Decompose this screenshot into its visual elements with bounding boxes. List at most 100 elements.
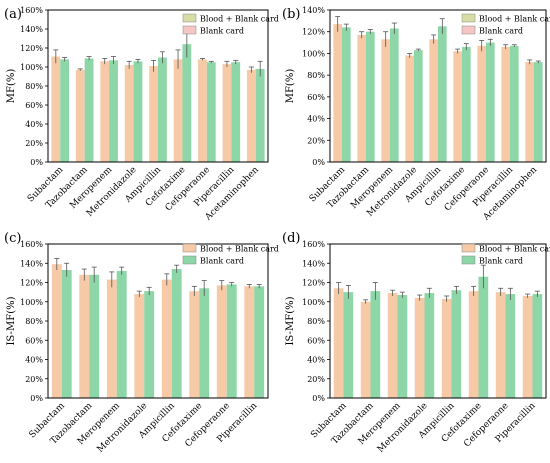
- bar-blood-blank-card: [381, 39, 390, 162]
- bar-blank-card: [438, 26, 447, 162]
- bar-blood-blank-card: [387, 293, 398, 398]
- y-tick-label: 140%: [302, 259, 325, 268]
- y-tick-label: 80%: [307, 317, 325, 326]
- chart-panel-1: (a)0%20%40%60%80%100%120%140%160%MF(%)Su…: [4, 6, 279, 223]
- bar-blank-card: [390, 28, 399, 163]
- y-tick-label: 120%: [302, 279, 325, 288]
- y-tick-label: 160%: [302, 240, 325, 249]
- y-tick-label: 60%: [25, 101, 43, 110]
- y-tick-label: 0%: [312, 158, 325, 167]
- bar-blood-blank-card: [357, 34, 366, 162]
- bar-blood-blank-card: [429, 39, 438, 162]
- x-tick-label: Metronidazole: [96, 401, 150, 455]
- chart-panel-2: (b)0%20%40%60%80%100%120%140%MF(%)Subact…: [282, 6, 550, 223]
- y-tick-label: 100%: [20, 63, 43, 72]
- y-tick-label: 160%: [20, 6, 43, 15]
- panel-label: (a): [4, 7, 22, 22]
- y-tick-label: 20%: [307, 375, 325, 384]
- bar-blank-card: [84, 58, 94, 163]
- legend-swatch: [461, 13, 476, 23]
- chart-panel-3: (c) 0% 20% 40% 60% 80% 100% 120% 140% 160% IS-MF(%…: [4, 231, 279, 455]
- bar-blood-blank-card: [333, 24, 342, 162]
- bar-blood-blank-card: [495, 292, 506, 398]
- bar-blood-blank-card: [198, 59, 207, 162]
- legend-label: Blank card: [200, 257, 244, 266]
- y-tick-label: 80%: [307, 71, 325, 80]
- bar-blank-card: [397, 295, 408, 398]
- bar-blood-blank-card: [106, 279, 117, 398]
- bar-blank-card: [343, 292, 354, 398]
- bar-blank-card: [486, 42, 495, 163]
- bar-blank-card: [182, 44, 192, 163]
- legend-label: Blood + Blank card: [479, 15, 550, 24]
- y-tick-label: 120%: [20, 279, 43, 288]
- bar-blood-blank-card: [222, 64, 232, 162]
- bar-blank-card: [254, 286, 265, 398]
- bar-blank-card: [144, 291, 155, 398]
- legend-swatch: [461, 243, 476, 253]
- bar-blood-blank-card: [333, 288, 344, 398]
- y-tick-label: 120%: [302, 28, 325, 37]
- legend-swatch: [461, 25, 476, 35]
- bar-blood-blank-card: [79, 274, 90, 398]
- bar-blank-card: [370, 291, 381, 398]
- bar-blood-blank-card: [189, 291, 200, 398]
- y-tick-label: 60%: [25, 336, 43, 345]
- bar-blood-blank-card: [134, 294, 145, 398]
- legend-swatch: [182, 13, 197, 23]
- y-axis-title: MF(%): [6, 69, 17, 104]
- legend-label: Blood + Blank card: [200, 245, 279, 254]
- bar-blank-card: [116, 270, 127, 398]
- chart-panel-4: (d) 0% 20% 40% 60% 80% 100% 120% 140% 160% IS-MF(%…: [282, 231, 550, 455]
- bar-blank-card: [133, 61, 143, 162]
- y-tick-label: 20%: [307, 136, 325, 145]
- legend-swatch: [182, 255, 197, 265]
- legend-swatch: [182, 243, 197, 253]
- bar-blank-card: [342, 27, 351, 162]
- panel-label: (b): [282, 7, 300, 22]
- legend-swatch: [461, 255, 476, 265]
- bar-blood-blank-card: [216, 285, 227, 398]
- bar-blank-card: [510, 45, 519, 163]
- y-axis-title: IS-MF(%): [6, 296, 17, 345]
- legend-label: Blank card: [479, 257, 523, 266]
- bar-blood-blank-card: [501, 46, 510, 162]
- legend-label: Blood + Blank card: [479, 245, 550, 254]
- legend-swatch: [182, 25, 197, 35]
- y-tick-label: 60%: [307, 93, 325, 102]
- y-tick-label: 140%: [20, 25, 43, 34]
- bar-blood-blank-card: [161, 279, 172, 398]
- bar-blood-blank-card: [51, 56, 61, 162]
- bar-blank-card: [534, 62, 543, 162]
- y-tick-label: 20%: [25, 375, 43, 384]
- bar-blood-blank-card: [441, 298, 452, 398]
- plot-frame: [47, 9, 269, 163]
- y-tick-label: 40%: [25, 120, 43, 129]
- bar-blood-blank-card: [468, 291, 479, 398]
- bar-blood-blank-card: [453, 51, 462, 162]
- plot-frame: [329, 243, 547, 399]
- bar-blank-card: [231, 62, 241, 162]
- bar-blank-card: [109, 60, 118, 162]
- bar-blood-blank-card: [522, 295, 533, 398]
- bar-blank-card: [478, 276, 489, 398]
- bar-blood-blank-card: [244, 286, 255, 398]
- bar-blank-card: [366, 31, 375, 163]
- y-tick-label: 140%: [20, 259, 43, 268]
- y-tick-label: 120%: [20, 44, 43, 53]
- y-tick-label: 80%: [25, 317, 43, 326]
- plot-frame: [329, 9, 547, 163]
- bar-blood-blank-card: [124, 65, 134, 162]
- bar-blood-blank-card: [173, 59, 183, 162]
- bar-blood-blank-card: [100, 61, 110, 162]
- y-tick-label: 0%: [312, 394, 325, 403]
- y-tick-label: 0%: [30, 394, 43, 403]
- bar-blank-card: [60, 59, 70, 162]
- panel-label: (d): [282, 231, 300, 246]
- y-tick-label: 100%: [302, 298, 325, 307]
- bar-blank-card: [206, 62, 216, 162]
- legend-label: Blank card: [200, 27, 244, 36]
- bar-blank-card: [532, 294, 543, 398]
- y-tick-label: 20%: [25, 139, 43, 148]
- y-tick-label: 100%: [20, 298, 43, 307]
